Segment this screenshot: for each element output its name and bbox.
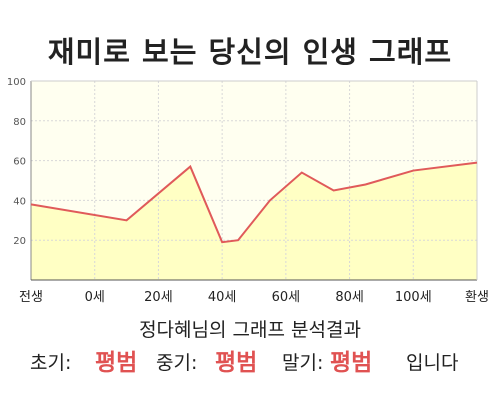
series-line: [30, 161, 478, 244]
early-label: 초기:: [30, 352, 72, 374]
x-tick-label: 100세: [395, 290, 432, 305]
late-label: 말기:: [282, 352, 324, 374]
x-tick-label: 환생: [465, 290, 489, 305]
middle-label: 중기:: [156, 352, 198, 374]
y-tick-label: 100: [7, 77, 26, 88]
x-tick-label: 40세: [208, 290, 237, 305]
x-tick-label: 80세: [335, 290, 364, 305]
analysis-summary: 초기: 평범 중기: 평범 말기: 평범 입니다: [0, 346, 500, 380]
suffix-text: 입니다: [406, 352, 459, 374]
x-tick-label: 60세: [272, 290, 301, 305]
middle-grade: 평범: [215, 350, 258, 376]
x-tick-label: 전생: [19, 290, 43, 305]
y-tick-label: 40: [13, 196, 26, 207]
x-tick-label: 20세: [144, 290, 173, 305]
y-tick-label: 80: [13, 117, 26, 128]
analysis-heading: 정다혜님의 그래프 분석결과: [139, 319, 361, 341]
x-tick-label: 0세: [85, 290, 105, 305]
late-grade: 평범: [330, 350, 373, 376]
page-title: 재미로 보는 당신의 인생 그래프: [47, 35, 453, 69]
y-tick-label: 20: [13, 236, 26, 247]
early-grade: 평범: [95, 350, 138, 376]
y-tick-label: 60: [13, 157, 26, 168]
